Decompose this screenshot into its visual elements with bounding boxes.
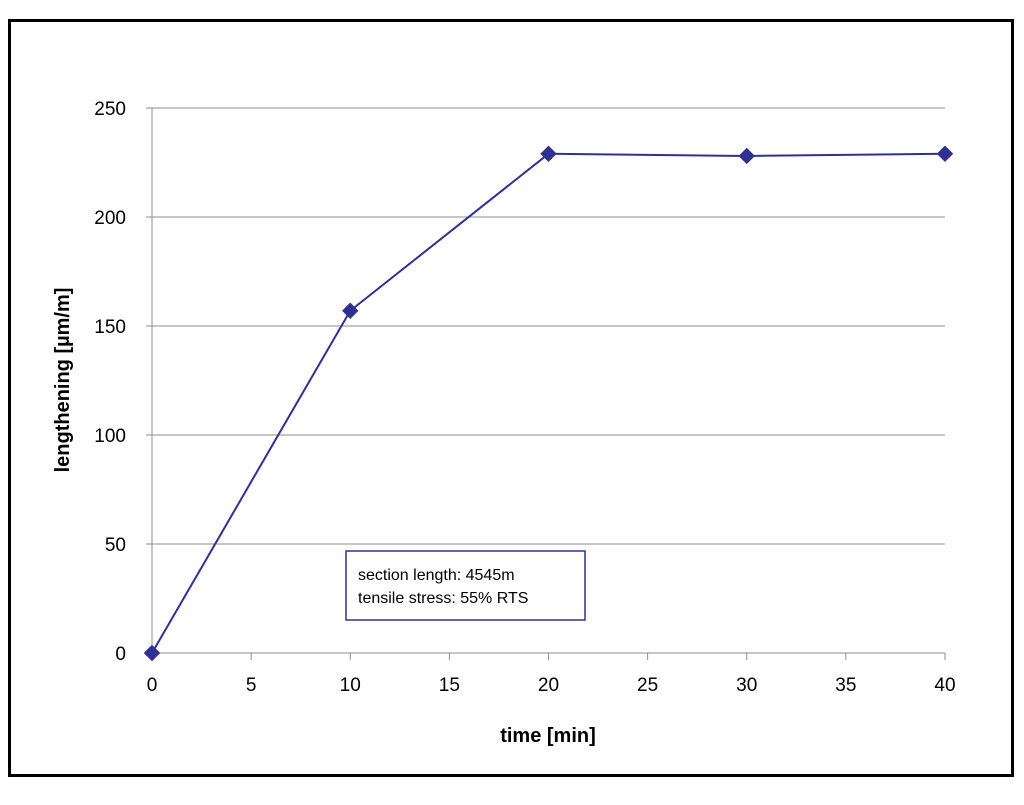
x-tick-label: 20 [538, 675, 559, 696]
data-point-marker [143, 644, 161, 662]
x-tick-label: 5 [246, 675, 257, 696]
annotation-line-2: tensile stress: 55% RTS [358, 590, 528, 607]
x-tick-label: 25 [637, 675, 658, 696]
annotation-line-1: section length: 4545m [358, 567, 515, 584]
y-tick-label: 250 [94, 99, 126, 120]
x-tick-label: 10 [340, 675, 361, 696]
x-tick-label: 40 [934, 675, 955, 696]
annotation-box: section length: 4545m tensile stress: 55… [345, 550, 586, 621]
y-tick-label: 150 [94, 317, 126, 338]
x-axis-title: time [min] [500, 725, 596, 747]
y-axis-title: lengthening [µm/m] [52, 288, 74, 473]
annotation-border [345, 550, 586, 621]
data-series [143, 145, 954, 662]
axes [146, 107, 946, 660]
x-tick-label: 15 [439, 675, 460, 696]
gridlines [152, 107, 945, 545]
y-tick-label: 100 [94, 426, 126, 447]
data-point-marker [738, 147, 755, 165]
data-point-marker [936, 145, 954, 162]
y-tick-label: 50 [105, 535, 126, 556]
x-tick-label: 35 [835, 675, 856, 696]
x-tick-label: 0 [147, 675, 158, 696]
data-point-marker [540, 145, 557, 162]
chart-frame [8, 19, 1014, 777]
y-tick-label: 200 [94, 208, 126, 229]
y-tick-label: 0 [115, 644, 126, 665]
tick-labels: 0 50 100 150 200 250 0 5 10 15 20 25 30 35 40 [94, 99, 955, 696]
x-tick-label: 30 [736, 675, 757, 696]
data-point-marker [342, 302, 359, 319]
